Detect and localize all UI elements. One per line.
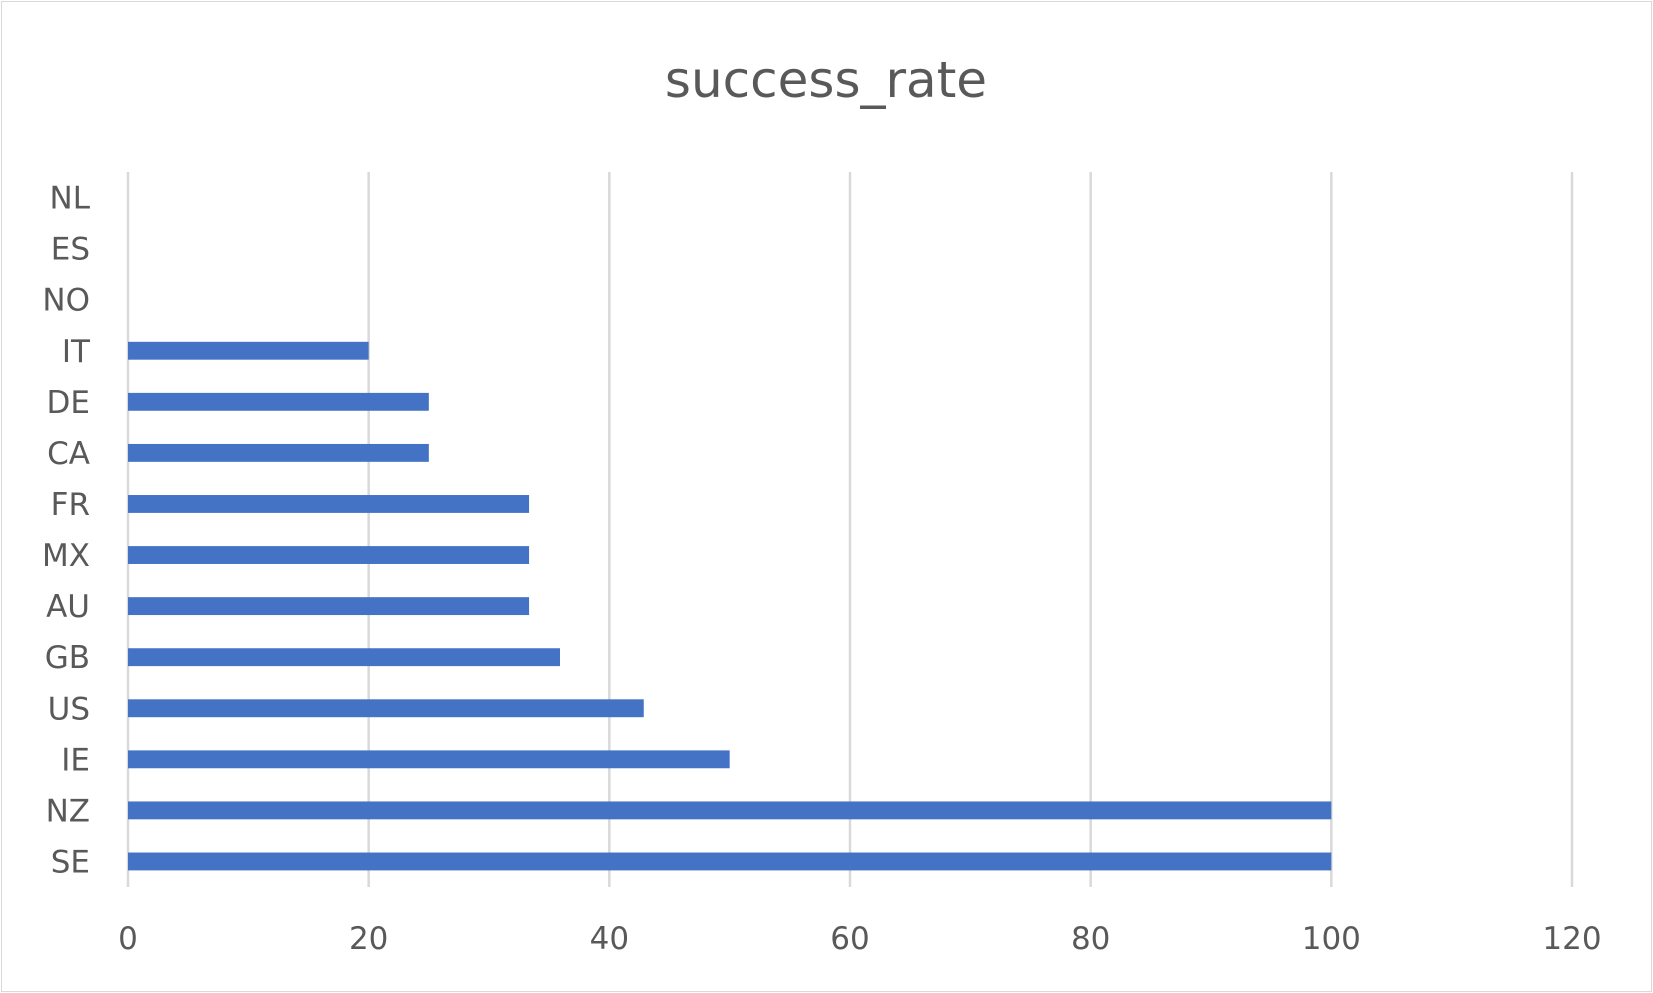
bar-us: [128, 699, 644, 718]
y-category-label-se: SE: [51, 844, 90, 880]
bar-se: [128, 852, 1332, 871]
bar-ca: [128, 443, 429, 462]
y-category-label-nl: NL: [50, 181, 91, 217]
bar-de: [128, 392, 429, 411]
x-tick-label-80: 80: [1071, 921, 1110, 957]
y-category-label-fr: FR: [51, 487, 90, 523]
y-category-label-de: DE: [47, 385, 90, 421]
y-category-label-no: NO: [42, 283, 90, 319]
y-category-label-mx: MX: [42, 538, 90, 574]
bars: [128, 341, 1332, 871]
x-tick-label-60: 60: [830, 921, 869, 957]
bar-fr: [128, 495, 530, 513]
y-category-label-ie: IE: [61, 742, 90, 778]
y-category-label-it: IT: [62, 334, 91, 370]
value-axis-labels: 0 20 40 60 80 100 120: [118, 921, 1601, 957]
y-category-label-au: AU: [46, 589, 90, 625]
bar-mx: [128, 546, 530, 564]
bar-au: [128, 597, 530, 616]
bar-nz: [128, 801, 1332, 820]
bar-it: [128, 341, 369, 360]
category-axis-labels: SE NZ IE US GB AU MX FR CA DE IT NO ES NL: [42, 181, 91, 881]
y-category-label-nz: NZ: [46, 793, 90, 829]
y-category-label-ca: CA: [47, 436, 90, 472]
x-tick-label-120: 120: [1542, 921, 1601, 957]
x-tick-label-0: 0: [118, 921, 138, 957]
bar-gb: [128, 648, 560, 667]
y-category-label-us: US: [48, 691, 90, 727]
bar-ie: [128, 750, 730, 769]
chart-title: success_rate: [665, 51, 987, 109]
x-tick-label-20: 20: [349, 921, 388, 957]
x-tick-label-100: 100: [1302, 921, 1361, 957]
gridlines: [126, 172, 1574, 887]
x-tick-label-40: 40: [590, 921, 629, 957]
y-category-label-es: ES: [51, 232, 90, 268]
y-category-label-gb: GB: [45, 640, 90, 676]
